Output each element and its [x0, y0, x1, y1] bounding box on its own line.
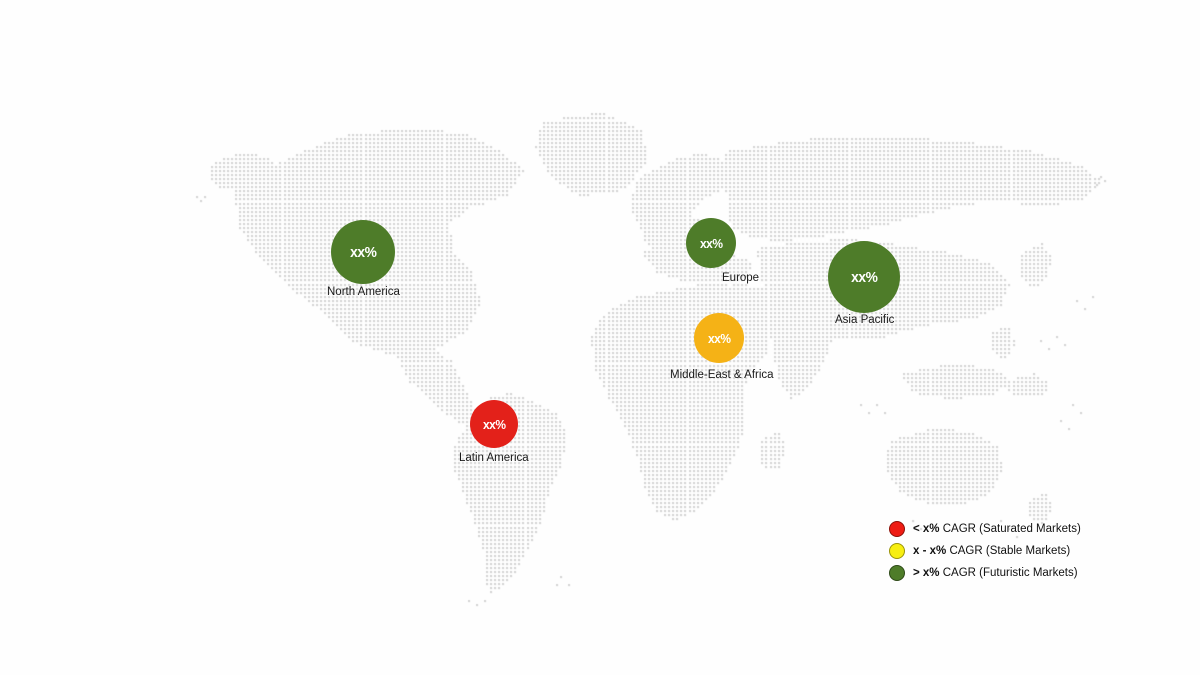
region-bubble-latin-america[interactable]: xx%	[470, 400, 518, 448]
legend-threshold-futuristic: > x%	[913, 567, 940, 579]
legend-label-stable: x - x% CAGR (Stable Markets)	[913, 545, 1070, 557]
legend: < x% CAGR (Saturated Markets) x - x% CAGR…	[889, 518, 1081, 584]
legend-dot-stable	[889, 543, 905, 559]
legend-label-saturated: < x% CAGR (Saturated Markets)	[913, 523, 1081, 535]
legend-description-stable: CAGR (Stable Markets)	[946, 545, 1071, 557]
region-label-asia-pacific: Asia Pacific	[835, 314, 895, 326]
legend-description-futuristic: CAGR (Futuristic Markets)	[939, 567, 1078, 579]
legend-item-saturated[interactable]: < x% CAGR (Saturated Markets)	[889, 518, 1081, 540]
region-bubble-north-america[interactable]: xx%	[331, 220, 395, 284]
legend-description-saturated: CAGR (Saturated Markets)	[939, 523, 1081, 535]
legend-item-futuristic[interactable]: > x% CAGR (Futuristic Markets)	[889, 562, 1081, 584]
region-label-middle-east-africa: Middle-East & Africa	[670, 369, 774, 381]
region-value-north-america: xx%	[349, 243, 377, 261]
legend-dot-futuristic	[889, 565, 905, 581]
region-label-north-america: North America	[327, 286, 400, 298]
region-label-latin-america: Latin America	[459, 452, 529, 464]
region-bubble-europe[interactable]: xx%	[686, 218, 736, 268]
region-label-europe: Europe	[722, 272, 760, 284]
legend-item-stable[interactable]: x - x% CAGR (Stable Markets)	[889, 540, 1081, 562]
region-bubble-middle-east-africa[interactable]: xx%	[694, 313, 744, 363]
region-value-middle-east-africa: xx%	[707, 330, 731, 346]
legend-threshold-saturated: < x%	[913, 523, 940, 535]
region-value-latin-america: xx%	[482, 416, 506, 432]
region-value-europe: xx%	[699, 235, 723, 251]
region-bubble-asia-pacific[interactable]: xx%	[828, 241, 900, 313]
legend-dot-saturated	[889, 521, 905, 537]
region-value-asia-pacific: xx%	[850, 268, 878, 286]
legend-threshold-stable: x - x%	[913, 545, 947, 557]
legend-label-futuristic: > x% CAGR (Futuristic Markets)	[913, 567, 1078, 579]
